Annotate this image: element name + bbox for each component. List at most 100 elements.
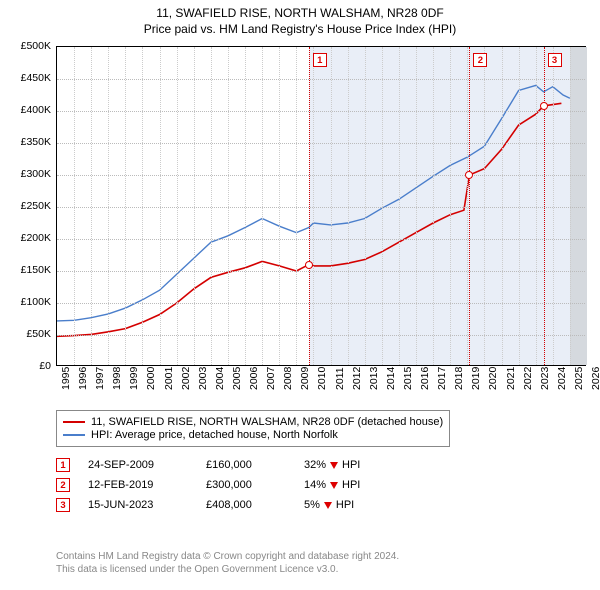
x-axis-label: 1998 — [111, 367, 123, 390]
plot-area: 123 — [56, 46, 586, 366]
x-axis-label: 2021 — [505, 367, 517, 390]
gridline-v — [296, 47, 297, 365]
gridline-v — [331, 47, 332, 365]
y-axis-label: £450K — [6, 72, 51, 84]
gridline-v — [433, 47, 434, 365]
chart-container: 11, SWAFIELD RISE, NORTH WALSHAM, NR28 0… — [0, 0, 600, 590]
gridline-v — [348, 47, 349, 365]
title-sub: Price paid vs. HM Land Registry's House … — [0, 22, 600, 36]
x-axis-label: 2008 — [282, 367, 294, 390]
gridline-v — [570, 47, 571, 365]
tx-date: 12-FEB-2019 — [88, 479, 188, 491]
gridline-v — [194, 47, 195, 365]
gridline-v — [125, 47, 126, 365]
gridline-v — [245, 47, 246, 365]
tx-pct: 5% HPI — [304, 499, 354, 511]
legend-swatch-property — [63, 421, 85, 423]
gridline-v — [91, 47, 92, 365]
tx-price: £408,000 — [206, 499, 286, 511]
transaction-table: 124-SEP-2009£160,00032% HPI212-FEB-2019£… — [56, 458, 360, 518]
y-axis-label: £100K — [6, 296, 51, 308]
y-axis-label: £350K — [6, 136, 51, 148]
tx-price: £300,000 — [206, 479, 286, 491]
x-axis-label: 2025 — [573, 367, 585, 390]
x-axis-label: 2023 — [539, 367, 551, 390]
y-axis-label: £300K — [6, 168, 51, 180]
marker-badge: 3 — [548, 53, 562, 67]
gridline-h — [57, 111, 585, 112]
gridline-v — [108, 47, 109, 365]
marker-badge: 2 — [473, 53, 487, 67]
arrow-down-icon — [324, 502, 332, 509]
x-axis-label: 1995 — [60, 367, 72, 390]
y-axis-label: £400K — [6, 104, 51, 116]
x-axis-label: 2004 — [214, 367, 226, 390]
legend-label-property: 11, SWAFIELD RISE, NORTH WALSHAM, NR28 0… — [91, 416, 443, 428]
legend-label-hpi: HPI: Average price, detached house, Nort… — [91, 429, 338, 441]
x-axis-label: 2015 — [402, 367, 414, 390]
x-axis-label: 2019 — [470, 367, 482, 390]
x-axis-label: 2009 — [299, 367, 311, 390]
x-axis-label: 2012 — [351, 367, 363, 390]
x-axis-label: 2005 — [231, 367, 243, 390]
x-axis-label: 2011 — [334, 367, 346, 390]
gridline-v — [553, 47, 554, 365]
arrow-down-icon — [330, 462, 338, 469]
footer-line-1: Contains HM Land Registry data © Crown c… — [56, 550, 399, 563]
gridline-v — [313, 47, 314, 365]
footer-line-2: This data is licensed under the Open Gov… — [56, 563, 399, 576]
x-axis-label: 1999 — [128, 367, 140, 390]
legend-swatch-hpi — [63, 434, 85, 436]
gridline-v — [399, 47, 400, 365]
y-axis-label: £200K — [6, 232, 51, 244]
x-axis-label: 2013 — [368, 367, 380, 390]
tx-pct: 32% HPI — [304, 459, 360, 471]
gridline-h — [57, 239, 585, 240]
legend-row-property: 11, SWAFIELD RISE, NORTH WALSHAM, NR28 0… — [63, 416, 443, 428]
x-axis-label: 2026 — [590, 367, 600, 390]
x-axis-label: 2006 — [248, 367, 260, 390]
gridline-v — [211, 47, 212, 365]
tx-badge: 2 — [56, 478, 70, 492]
tx-badge: 1 — [56, 458, 70, 472]
gridline-h — [57, 143, 585, 144]
gridline-h — [57, 207, 585, 208]
gridline-h — [57, 79, 585, 80]
gridline-v — [262, 47, 263, 365]
x-axis-label: 2001 — [163, 367, 175, 390]
gridline-v — [416, 47, 417, 365]
gridline-v — [279, 47, 280, 365]
arrow-down-icon — [330, 482, 338, 489]
transaction-row: 3 15-JUN-2023 £408,000 5% HPI — [56, 498, 360, 512]
gridline-v — [142, 47, 143, 365]
gridline-h — [57, 303, 585, 304]
gridline-v — [228, 47, 229, 365]
tx-pct: 14% HPI — [304, 479, 360, 491]
tx-date: 15-JUN-2023 — [88, 499, 188, 511]
gridline-h — [57, 175, 585, 176]
gridline-v — [519, 47, 520, 365]
x-axis-label: 2000 — [145, 367, 157, 390]
gridline-v — [467, 47, 468, 365]
gridline-v — [502, 47, 503, 365]
y-axis-label: £250K — [6, 200, 51, 212]
x-axis-label: 2002 — [180, 367, 192, 390]
marker-dot — [305, 261, 313, 269]
tx-badge: 3 — [56, 498, 70, 512]
x-axis-label: 2014 — [385, 367, 397, 390]
y-axis-label: £0 — [6, 360, 51, 372]
tx-date: 24-SEP-2009 — [88, 459, 188, 471]
x-axis-label: 2007 — [265, 367, 277, 390]
legend-row-hpi: HPI: Average price, detached house, Nort… — [63, 429, 443, 441]
marker-dot — [465, 171, 473, 179]
x-axis-label: 1997 — [94, 367, 106, 390]
gridline-v — [74, 47, 75, 365]
marker-line — [544, 47, 545, 365]
gridline-v — [177, 47, 178, 365]
x-axis-label: 2016 — [419, 367, 431, 390]
x-axis-label: 2024 — [556, 367, 568, 390]
y-axis-label: £500K — [6, 40, 51, 52]
gridline-v — [484, 47, 485, 365]
x-axis-label: 1996 — [77, 367, 89, 390]
gridline-v — [536, 47, 537, 365]
